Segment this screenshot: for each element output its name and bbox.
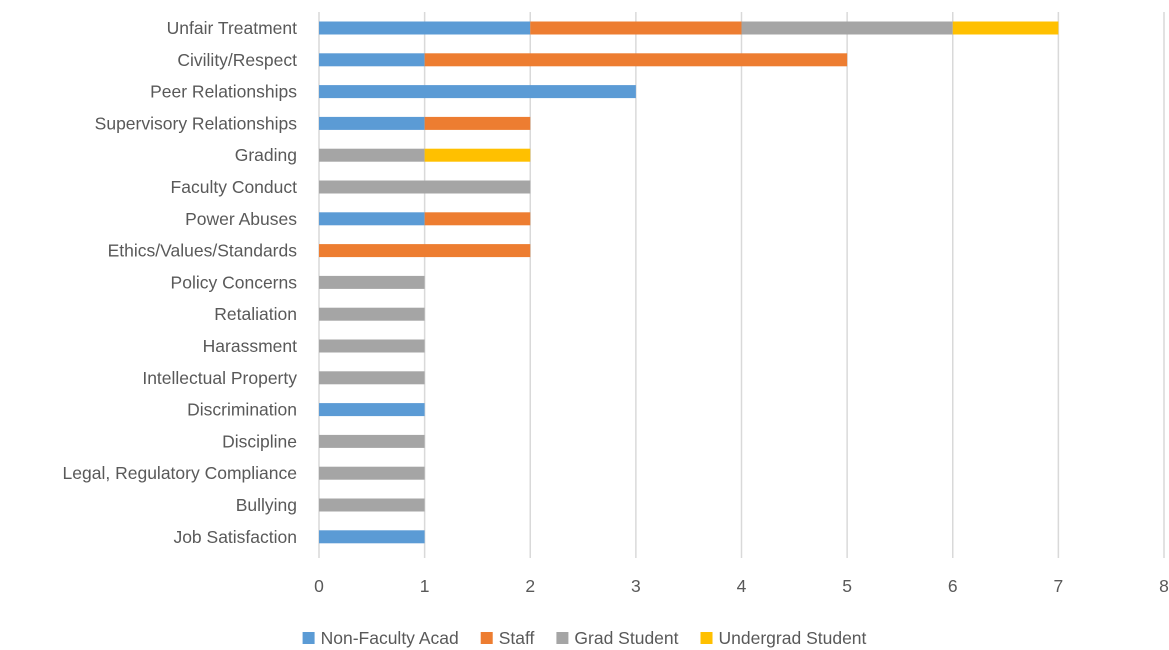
legend-swatch bbox=[556, 632, 569, 644]
bar-segment bbox=[319, 180, 531, 194]
bar-segment bbox=[319, 148, 425, 162]
bar-segment bbox=[319, 21, 531, 35]
bar-segment bbox=[319, 212, 425, 226]
bar-segment bbox=[424, 212, 531, 226]
bar-segment bbox=[319, 244, 531, 258]
bar-segment bbox=[319, 498, 425, 512]
bar-segment bbox=[952, 21, 1059, 35]
bar-segment bbox=[319, 307, 425, 321]
legend: Non-Faculty Acad Staff Grad Student Undergr… bbox=[302, 628, 867, 648]
category-label: Intellectual Property bbox=[142, 368, 297, 388]
bar-segment bbox=[530, 21, 742, 35]
bar-segment bbox=[319, 116, 425, 130]
x-tick-label: 3 bbox=[631, 576, 641, 596]
bars bbox=[319, 21, 1059, 544]
legend-swatch bbox=[700, 632, 713, 644]
bar-segment bbox=[424, 116, 531, 130]
x-tick-label: 8 bbox=[1159, 576, 1169, 596]
x-axis-tick-labels: 0 1 2 3 4 5 6 7 8 bbox=[314, 576, 1169, 596]
category-label: Faculty Conduct bbox=[171, 177, 298, 197]
category-label: Retaliation bbox=[214, 304, 297, 324]
x-tick-label: 4 bbox=[737, 576, 747, 596]
category-label: Discrimination bbox=[187, 400, 297, 420]
legend-swatch bbox=[480, 632, 493, 644]
bar-segment bbox=[741, 21, 953, 35]
category-label: Job Satisfaction bbox=[173, 527, 297, 547]
category-label: Power Abuses bbox=[185, 209, 297, 229]
bar-segment bbox=[319, 371, 425, 385]
legend-swatch bbox=[302, 632, 315, 644]
bar-segment bbox=[319, 85, 636, 99]
category-label: Discipline bbox=[222, 431, 297, 451]
category-label: Ethics/Values/Standards bbox=[108, 241, 298, 261]
bar-segment bbox=[424, 53, 848, 67]
bar-segment bbox=[319, 339, 425, 353]
x-tick-label: 1 bbox=[420, 576, 430, 596]
category-label: Bullying bbox=[236, 495, 297, 515]
category-label: Harassment bbox=[203, 336, 297, 356]
category-label: Policy Concerns bbox=[171, 272, 298, 292]
bar-segment bbox=[319, 530, 425, 544]
gridlines bbox=[318, 12, 1165, 558]
category-label: Legal, Regulatory Compliance bbox=[63, 463, 297, 483]
x-tick-label: 5 bbox=[842, 576, 852, 596]
category-label: Grading bbox=[235, 145, 297, 165]
category-label: Unfair Treatment bbox=[167, 18, 297, 38]
legend-label: Non-Faculty Acad bbox=[321, 628, 459, 648]
x-tick-label: 7 bbox=[1054, 576, 1064, 596]
category-label: Peer Relationships bbox=[150, 82, 297, 102]
x-tick-label: 2 bbox=[525, 576, 535, 596]
bar-segment bbox=[319, 53, 425, 67]
bar-segment bbox=[319, 434, 425, 448]
category-label: Civility/Respect bbox=[177, 50, 297, 70]
legend-label: Staff bbox=[499, 628, 535, 648]
x-tick-label: 6 bbox=[948, 576, 958, 596]
legend-label: Grad Student bbox=[574, 628, 678, 648]
x-tick-label: 0 bbox=[314, 576, 324, 596]
bar-segment bbox=[319, 275, 425, 289]
bar-segment bbox=[424, 148, 531, 162]
category-label: Supervisory Relationships bbox=[95, 113, 298, 133]
bar-segment bbox=[319, 466, 425, 480]
bar-segment bbox=[319, 403, 425, 417]
legend-label: Undergrad Student bbox=[719, 628, 867, 648]
category-labels: Unfair Treatment Civility/Respect Peer Rel… bbox=[63, 18, 298, 547]
